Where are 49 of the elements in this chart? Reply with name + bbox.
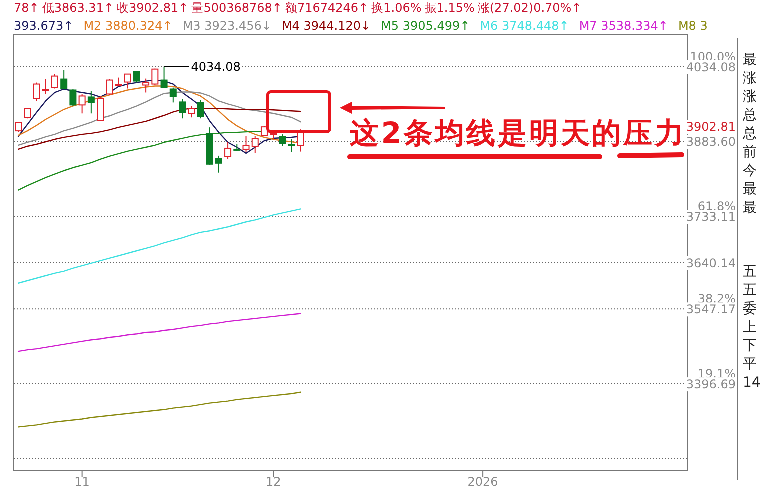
text: 收3902.81↑	[117, 1, 189, 15]
y-tick-label: 3396.69	[686, 378, 736, 392]
text: M6 3748.448↑	[480, 19, 570, 33]
text: 五	[743, 282, 757, 298]
x-tick-label: 12	[266, 475, 282, 489]
text: 总	[742, 108, 757, 124]
text: 393.673↑	[14, 19, 74, 33]
annotation: 这2条均线是明天的压力	[350, 116, 684, 150]
y-tick-label: 3640.14	[686, 256, 736, 270]
x-tick-label: 11	[74, 475, 90, 489]
candlestick	[288, 139, 296, 153]
line-series	[18, 208, 302, 284]
x-tick-label: 2026	[468, 475, 498, 489]
text: 低3863.31↑	[42, 1, 114, 15]
text: 涨(27.02)0.70%↑	[478, 1, 582, 15]
text: 今	[743, 163, 757, 179]
y-tick-label: 3547.17	[686, 302, 736, 317]
text: 换1.06%	[372, 1, 422, 15]
text: 总	[742, 126, 757, 142]
text: 最	[743, 182, 757, 198]
text: 上	[743, 320, 757, 336]
annotation: 3902.81	[686, 120, 736, 134]
line-series	[18, 313, 302, 352]
text: M7 3538.334↑	[579, 19, 668, 33]
text: M5 3905.499↑	[381, 19, 470, 33]
text: 委	[743, 301, 757, 317]
text: 量500368768↑	[192, 1, 282, 15]
text: 五	[743, 264, 757, 280]
text: M2 3880.324↑	[84, 19, 173, 33]
candlestick	[88, 90, 95, 114]
y-tick-label: 4034.08	[686, 60, 736, 74]
text: 振1.15%	[424, 1, 475, 15]
text: 涨	[743, 89, 757, 105]
text: 最	[743, 52, 757, 68]
text: 额71674246↑	[285, 1, 369, 15]
text: 最	[743, 200, 757, 216]
text: 涨	[743, 70, 757, 86]
text: M4 3944.120↓	[282, 19, 372, 33]
text: 14	[743, 375, 761, 391]
y-tick-label: 3883.60	[686, 135, 736, 150]
line-series	[18, 392, 302, 428]
text: 平	[743, 356, 757, 372]
y-tick-label: 3733.11	[686, 210, 736, 224]
text: M3 3923.456↓	[182, 19, 272, 33]
text: 前	[743, 144, 757, 160]
annotation: 4034.08	[191, 60, 241, 74]
text: M8 3	[678, 19, 708, 33]
text: 78↑	[14, 1, 40, 15]
text: 下	[743, 338, 757, 354]
